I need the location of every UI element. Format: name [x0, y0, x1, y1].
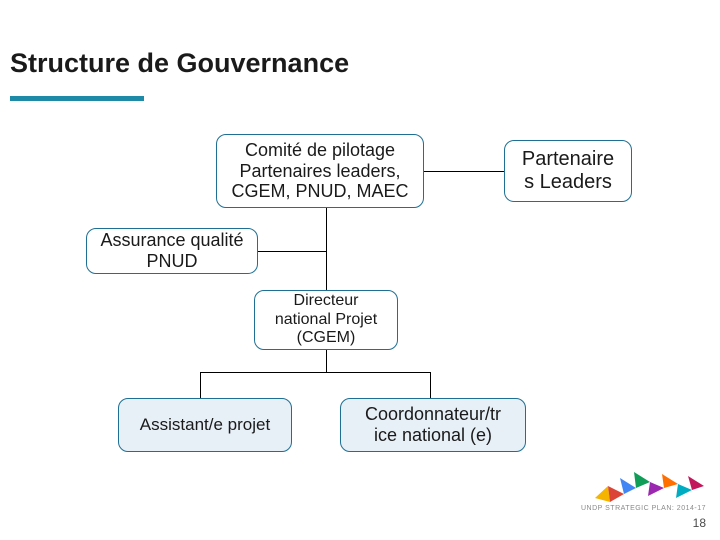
node-assistant: Assistant/e projet: [118, 398, 292, 452]
slide: Structure de Gouvernance Comité de pilot…: [0, 0, 720, 540]
connector: [326, 350, 327, 372]
connector: [326, 208, 327, 290]
connector: [258, 251, 326, 252]
page-number: 18: [693, 516, 706, 530]
node-directeur-line: national Projet: [275, 311, 377, 329]
node-directeur-line: (CGEM): [297, 329, 356, 347]
connector: [200, 372, 430, 373]
node-comite-line: Partenaires leaders,: [239, 161, 400, 182]
footer-caption: UNDP STRATEGIC PLAN: 2014-17: [581, 505, 706, 512]
node-comite: Comité de pilotagePartenaires leaders,CG…: [216, 134, 424, 208]
node-assurance: Assurance qualitéPNUD: [86, 228, 258, 274]
logo-triangle: [688, 476, 704, 490]
logo-triangle: [595, 486, 610, 502]
logo-triangle: [620, 478, 636, 494]
node-assistant-line: Assistant/e projet: [140, 415, 270, 435]
logo-triangle: [634, 472, 650, 488]
node-directeur: Directeurnational Projet(CGEM): [254, 290, 398, 350]
node-directeur-line: Directeur: [294, 292, 359, 310]
node-comite-line: CGEM, PNUD, MAEC: [231, 181, 408, 202]
node-coord-line: Coordonnateur/tr: [365, 404, 501, 425]
logo-triangle: [648, 482, 664, 496]
connector: [430, 372, 431, 398]
node-assurance-line: Assurance qualité: [100, 230, 243, 251]
node-assurance-line: PNUD: [146, 251, 197, 272]
node-partenaires-line: Partenaire: [522, 148, 614, 171]
logo-triangle: [662, 474, 678, 488]
node-coord: Coordonnateur/trice national (e): [340, 398, 526, 452]
node-coord-line: ice national (e): [374, 425, 492, 446]
connector: [424, 171, 504, 172]
node-partenaires: Partenaires Leaders: [504, 140, 632, 202]
connector: [200, 372, 201, 398]
node-partenaires-line: s Leaders: [524, 171, 612, 194]
logo-triangle: [608, 486, 624, 502]
logo-triangle: [676, 484, 692, 498]
node-comite-line: Comité de pilotage: [245, 140, 395, 161]
